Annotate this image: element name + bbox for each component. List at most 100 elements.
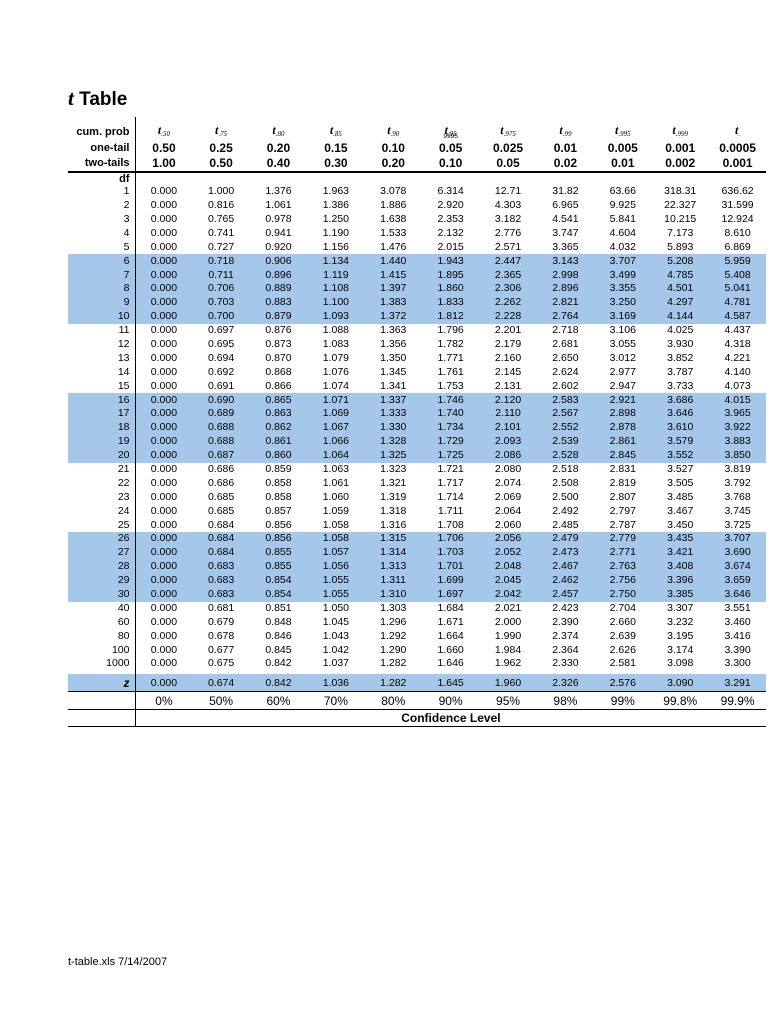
value-cell: 3.143	[552, 254, 579, 267]
title-rest: Table	[73, 89, 128, 110]
value-cell: 2.160	[494, 351, 522, 364]
table-row: 17 0.000 0.689 0.863 1.069 1.333 1.740 2.110 2.5…	[68, 407, 767, 422]
value-cell: 4.318	[724, 337, 751, 350]
table-row: 80 0.000 0.678 0.846 1.043 1.292 1.664 1.990 2.3…	[68, 629, 766, 644]
empty-header-cell	[479, 172, 536, 185]
header-row-df: df	[68, 172, 766, 185]
value-cell: 4.437	[724, 324, 751, 337]
value-cell: 0.000	[150, 504, 178, 517]
value-cell: 0.000	[150, 226, 178, 239]
one-tail-label: one-tail	[68, 140, 136, 156]
value-cell: 2.326	[552, 676, 579, 689]
value-cell: 0.718	[207, 254, 235, 267]
value-cell: 3.768	[724, 490, 751, 503]
two-tails-value: 0.05	[479, 156, 537, 173]
value-cell: 4.073	[724, 379, 751, 392]
value-cell: 2.845	[609, 449, 636, 462]
value-cell: 1.108	[322, 282, 349, 295]
value-cell: 0.000	[150, 254, 178, 267]
value-cell: 0.870	[265, 351, 292, 364]
value-cell: 2.306	[494, 282, 522, 295]
t-subscript: .75	[218, 130, 228, 138]
df-cell: 16	[68, 393, 136, 408]
df-cell: 3	[68, 212, 136, 227]
confidence-percent-row: 0% 50% 60% 70% 80% 90% 95% 98% 99% 99.8% 99.9%	[68, 691, 767, 711]
value-cell: 0.866	[265, 379, 292, 392]
value-cell: 2.015	[437, 240, 464, 253]
df-cell: 27	[68, 546, 136, 561]
value-cell: 2.576	[609, 676, 636, 689]
value-cell: 3.659	[724, 574, 751, 587]
value-cell: 3.579	[667, 435, 694, 448]
df-cell: 4	[68, 226, 136, 241]
empty-header-cell	[537, 172, 594, 185]
value-cell: 5.959	[724, 254, 751, 267]
df-cell: 1000	[68, 657, 136, 672]
value-cell: 0.883	[265, 296, 292, 309]
value-cell: 1.064	[322, 449, 349, 462]
value-cell: 0.941	[265, 226, 292, 239]
value-cell: 2.074	[494, 476, 522, 489]
value-cell: 2.581	[609, 657, 636, 670]
empty-header-cell	[365, 172, 422, 185]
df-cell: 18	[68, 421, 136, 436]
value-cell: 0.688	[207, 421, 235, 434]
value-cell: 0.000	[150, 476, 178, 489]
value-cell: 2.228	[494, 310, 522, 323]
t-subscript: .95	[447, 130, 457, 138]
t-col-header: t.	[709, 117, 766, 140]
value-cell: 1.476	[380, 240, 407, 253]
empty-header-cell	[422, 172, 479, 185]
t-symbol: t	[672, 123, 676, 137]
value-cell: 8.610	[724, 226, 751, 239]
value-cell: 0.674	[207, 676, 235, 689]
value-cell: 1.037	[322, 657, 349, 670]
value-cell: 1.943	[437, 254, 464, 267]
value-cell: 0.857	[265, 504, 292, 517]
value-cell: 4.303	[494, 199, 522, 212]
value-cell: 2.462	[552, 574, 579, 587]
value-cell: 3.365	[552, 240, 579, 253]
value-cell: 0.692	[207, 365, 235, 378]
value-cell: 4.221	[724, 351, 751, 364]
value-cell: 1.734	[437, 421, 464, 434]
value-cell: 1.311	[380, 574, 407, 587]
table-row: 30 0.000 0.683 0.854 1.055 1.310 1.697 2.042 2.4…	[68, 587, 767, 602]
df-cell: 29	[68, 573, 136, 588]
value-cell: 1.036	[322, 676, 349, 689]
table-row: 25 0.000 0.684 0.856 1.058 1.316 1.708 2.060 2.4…	[68, 518, 766, 533]
value-cell: 3.467	[667, 504, 694, 517]
value-cell: 1.699	[437, 574, 464, 587]
value-cell: 12.924	[721, 212, 754, 225]
value-cell: 3.852	[667, 351, 694, 364]
value-cell: 0.000	[150, 657, 178, 670]
value-cell: 1.664	[437, 629, 464, 642]
value-cell: 0.684	[207, 546, 235, 559]
df-cell: 6	[68, 254, 136, 269]
t-symbol: t	[444, 123, 448, 137]
value-cell: 0.681	[207, 601, 235, 614]
two-tails-value: 1.00	[135, 156, 193, 173]
value-cell: 0.854	[265, 574, 292, 587]
table-row: 27 0.000 0.684 0.855 1.057 1.314 1.703 2.052 2.4…	[68, 546, 767, 561]
value-cell: 1.250	[322, 212, 349, 225]
t-col-header: t.999	[652, 117, 709, 140]
value-cell: 2.639	[609, 629, 636, 642]
df-cell: 5	[68, 240, 136, 255]
one-tail-value: 0.10	[381, 141, 405, 155]
t-symbol: t	[215, 123, 219, 137]
value-cell: 4.501	[667, 282, 694, 295]
header-row-cum-prob: cum. prob t.50 t.75 t.80 t.85 t.90 t.95 9995 t.…	[68, 117, 766, 140]
value-cell: 1.376	[265, 185, 292, 198]
value-cell: 1.067	[322, 421, 349, 434]
value-cell: 3.707	[724, 532, 751, 545]
value-cell: 0.694	[207, 351, 235, 364]
value-cell: 1.282	[380, 676, 407, 689]
table-row: 29 0.000 0.683 0.854 1.055 1.311 1.699 2.045 2.4…	[68, 573, 767, 588]
value-cell: 0.000	[150, 546, 178, 559]
value-cell: 2.896	[552, 282, 579, 295]
value-cell: 1.886	[380, 199, 407, 212]
value-cell: 1.310	[380, 588, 407, 601]
value-cell: 1.706	[437, 532, 464, 545]
value-cell: 2.763	[609, 560, 636, 573]
